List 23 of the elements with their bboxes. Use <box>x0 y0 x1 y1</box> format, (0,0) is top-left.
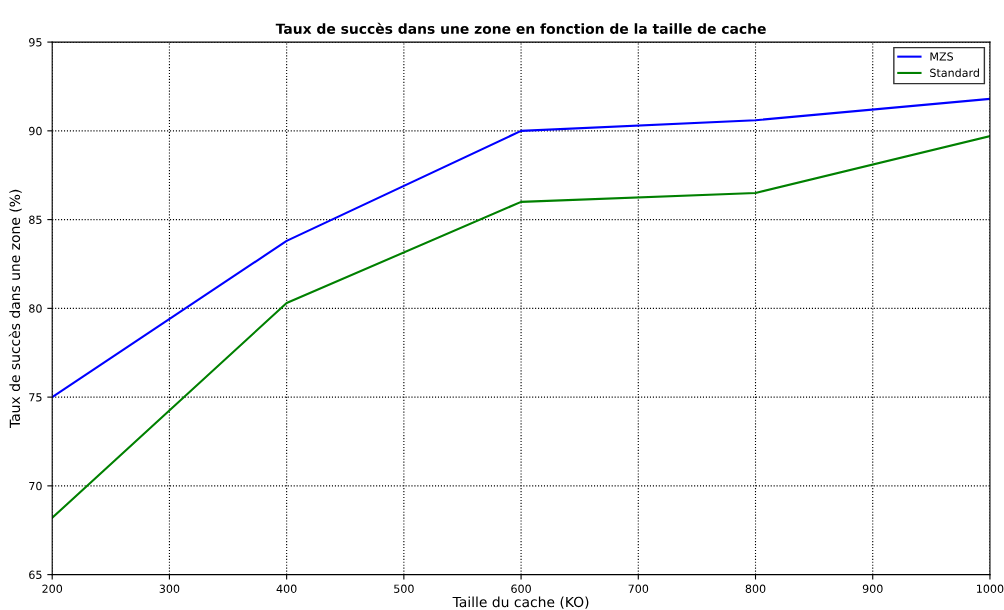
x-tick-label: 600 <box>511 584 531 593</box>
line-series <box>52 135 990 519</box>
legend-label: Standard <box>930 68 979 77</box>
y-tick-label: 95 <box>29 38 42 47</box>
y-tick-label: 65 <box>29 570 42 579</box>
y-tick-label: 90 <box>29 126 42 136</box>
legend-label: MZS <box>930 52 954 61</box>
y-tick-label: 75 <box>29 393 42 402</box>
x-tick-label: 200 <box>42 584 63 593</box>
chart-title: Taux de succès dans une zone en fonction de la taille de cache <box>275 22 766 34</box>
x-tick-label: 700 <box>628 584 649 593</box>
y-tick-label: 70 <box>29 481 42 491</box>
x-tick-label: 1000 <box>977 584 1004 593</box>
x-axis-title: Taille du cache (KO) <box>452 596 589 609</box>
x-tick-label: 400 <box>276 584 297 593</box>
x-tick-label: 900 <box>862 584 883 593</box>
line-series <box>52 97 990 399</box>
y-axis-title: Taux de succès dans une zone (%) <box>8 189 22 429</box>
x-tick-label: 500 <box>394 584 414 593</box>
x-tick-label: 800 <box>745 584 766 593</box>
y-tick-label: 85 <box>29 215 42 224</box>
y-tick-label: 80 <box>29 304 42 313</box>
x-tick-label: 300 <box>159 584 180 593</box>
